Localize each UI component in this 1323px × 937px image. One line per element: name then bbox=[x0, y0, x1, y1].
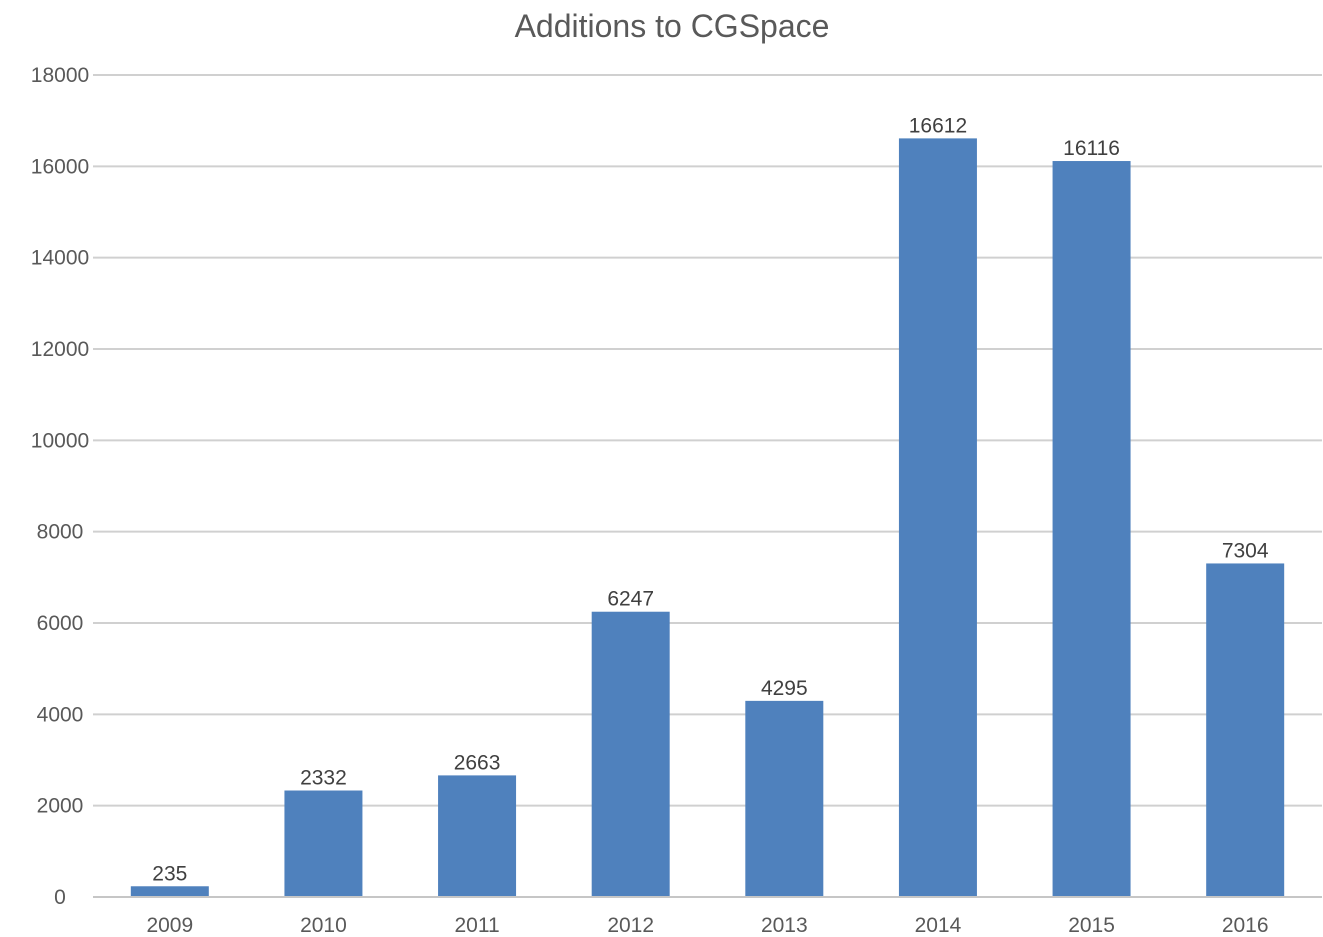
data-label-2012: 6247 bbox=[607, 588, 654, 611]
bar-2014 bbox=[898, 138, 977, 898]
x-tick-label: 2014 bbox=[915, 914, 962, 937]
x-axis-tick-labels: 2009 2010 2011 2012 2013 2014 2015 2016 bbox=[146, 914, 1268, 937]
data-label-2011: 2663 bbox=[454, 751, 501, 774]
y-tick-label: 18000 bbox=[31, 64, 89, 87]
x-tick-label: 2016 bbox=[1222, 914, 1269, 937]
bar-2009 bbox=[130, 886, 209, 897]
data-label-2013: 4295 bbox=[761, 677, 808, 700]
bar-2012 bbox=[591, 611, 670, 897]
data-label-2009: 235 bbox=[152, 862, 187, 885]
x-tick-label: 2009 bbox=[146, 914, 193, 937]
y-tick-label: 10000 bbox=[31, 429, 89, 452]
x-tick-label: 2010 bbox=[300, 914, 347, 937]
y-tick-label: 16000 bbox=[31, 155, 89, 178]
bar-2015 bbox=[1052, 161, 1131, 897]
y-tick-label: 2000 bbox=[37, 795, 84, 818]
bars bbox=[130, 138, 1285, 898]
chart-title: Additions to CGSpace bbox=[515, 8, 830, 44]
y-axis-tick-labels: 0 2000 4000 6000 8000 10000 12000 14000 16000 180… bbox=[31, 64, 89, 909]
data-label-2016: 7304 bbox=[1222, 539, 1269, 562]
y-tick-label: 6000 bbox=[37, 612, 84, 635]
x-tick-label: 2011 bbox=[454, 914, 499, 937]
data-label-2015: 16116 bbox=[1063, 137, 1120, 160]
data-label-2014: 16612 bbox=[909, 114, 967, 137]
gridlines bbox=[93, 74, 1322, 807]
bar-2011 bbox=[438, 775, 517, 897]
y-tick-label: 4000 bbox=[37, 703, 84, 726]
bar-2013 bbox=[745, 700, 824, 897]
y-tick-label: 14000 bbox=[31, 247, 89, 270]
bar-2010 bbox=[284, 790, 363, 897]
bar-2016 bbox=[1206, 563, 1285, 897]
y-tick-label: 0 bbox=[54, 886, 66, 909]
y-tick-label: 8000 bbox=[37, 521, 84, 544]
y-tick-label: 12000 bbox=[31, 338, 89, 361]
x-tick-label: 2015 bbox=[1068, 914, 1115, 937]
x-tick-label: 2012 bbox=[607, 914, 654, 937]
data-label-2010: 2332 bbox=[300, 767, 347, 790]
data-labels: 235 2332 2663 6247 4295 16612 16116 7304 bbox=[152, 114, 1269, 885]
x-tick-label: 2013 bbox=[761, 914, 808, 937]
